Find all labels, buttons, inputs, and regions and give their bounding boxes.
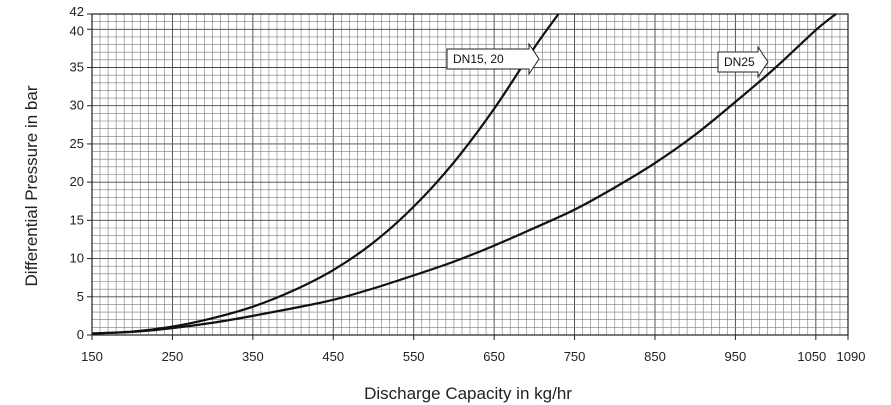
y-tick-label: 40 xyxy=(70,23,84,38)
y-tick-label: 35 xyxy=(70,60,84,75)
chart-axes xyxy=(87,13,849,340)
chart-annotations: DN15, 20 DN25 xyxy=(446,42,769,79)
y-axis-title: Differential Pressure in bar xyxy=(22,85,41,286)
x-tick-label: 1090 xyxy=(837,349,866,364)
y-tick-label: 30 xyxy=(70,98,84,113)
y-tick-label: 42 xyxy=(70,4,84,19)
x-tick-label: 250 xyxy=(162,349,184,364)
series-label: DN25 xyxy=(724,55,755,69)
series-label: DN15, 20 xyxy=(453,52,504,66)
x-tick-label: 150 xyxy=(81,349,103,364)
y-tick-label: 0 xyxy=(77,327,84,342)
x-tick-label: 450 xyxy=(322,349,344,364)
x-tick-label: 650 xyxy=(483,349,505,364)
series-label-flag xyxy=(717,45,769,79)
x-tick-label: 1050 xyxy=(797,349,826,364)
x-tick-label: 950 xyxy=(725,349,747,364)
chart-series xyxy=(91,13,837,335)
x-axis-title: Discharge Capacity in kg/hr xyxy=(364,384,572,403)
chart-tick-labels: 150 250 350 450 550 650 750 850 950 1050 1090 0 5 10 1… xyxy=(70,4,866,364)
plot-frame xyxy=(91,13,849,336)
x-tick-label: 350 xyxy=(242,349,264,364)
series-line-dn25 xyxy=(91,13,837,335)
y-tick-label: 10 xyxy=(70,251,84,266)
x-tick-label: 850 xyxy=(644,349,666,364)
y-tick-label: 25 xyxy=(70,136,84,151)
series-label-flag xyxy=(446,42,540,76)
y-tick-label: 20 xyxy=(70,174,84,189)
series-line-dn15-20 xyxy=(91,13,560,335)
x-tick-label: 750 xyxy=(564,349,586,364)
y-tick-label: 5 xyxy=(77,289,84,304)
x-tick-label: 550 xyxy=(403,349,425,364)
y-tick-label: 15 xyxy=(70,212,84,227)
